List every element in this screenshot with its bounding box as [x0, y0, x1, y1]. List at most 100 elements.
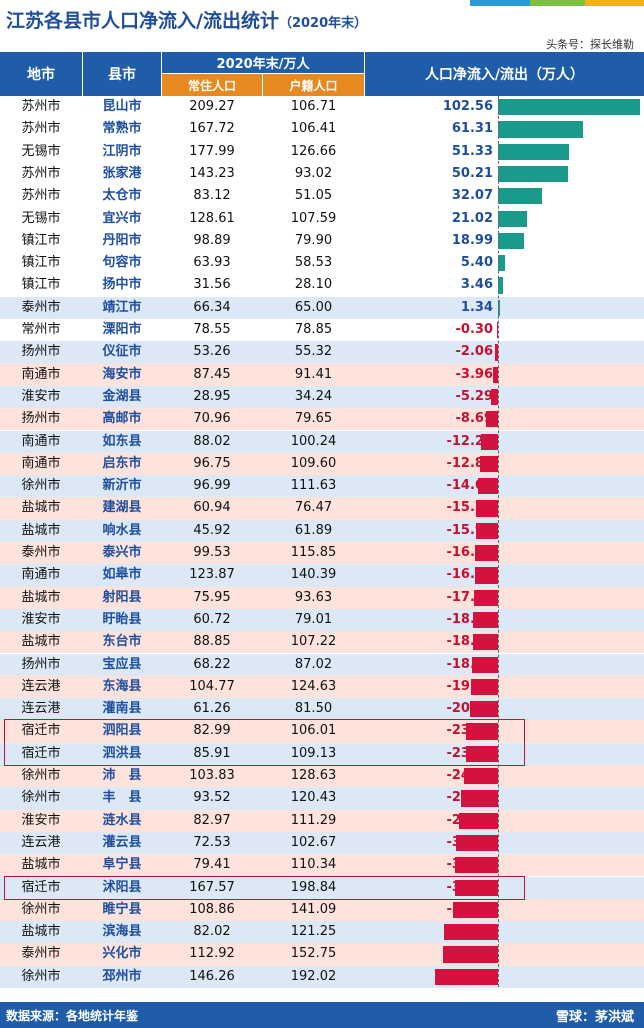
city-cell: 南通市 [21, 567, 61, 583]
county-cell: 灌云县 [102, 834, 142, 850]
county-cell: 泰兴市 [102, 545, 142, 560]
net-bar [492, 366, 498, 383]
table-row: 苏州市 常熟市 167.72 106.41 61.31 [0, 118, 644, 142]
net-bar [454, 879, 498, 896]
net-value-label: -8.69 [455, 411, 493, 427]
county-cell: 江阴市 [102, 143, 142, 159]
net-value-label: -16.52 [446, 567, 493, 583]
header-county: 县市 [83, 52, 161, 96]
net-bar [456, 834, 498, 852]
registered-cell: 100.24 [290, 433, 337, 449]
county-cell: 涟水县 [102, 812, 142, 828]
county-cell: 泗阳县 [102, 723, 142, 739]
header-city: 地市 [0, 52, 82, 96]
registered-cell: 124.63 [290, 678, 337, 694]
city-cell: 无锡市 [21, 210, 61, 226]
registered-cell: 34.24 [294, 388, 333, 404]
registered-cell: 198.84 [290, 879, 337, 895]
city-cell: 镇江市 [21, 232, 61, 248]
highlight-box [4, 719, 525, 766]
table-row: 扬州市 高邮市 70.96 79.65 -8.69 [0, 408, 644, 432]
net-value-label: 102.56 [442, 99, 493, 114]
net-value-label: 50.21 [451, 165, 493, 181]
registered-cell: 120.43 [290, 790, 337, 806]
author-credit: 头条号：探长维勒 [546, 38, 634, 51]
resident-cell: 79.41 [193, 857, 231, 873]
net-bar [477, 478, 498, 495]
resident-cell: 82.97 [193, 812, 231, 828]
table-row: 盐城市 东台市 88.85 107.22 -18.37 [0, 631, 644, 655]
county-cell: 宜兴市 [102, 210, 142, 226]
net-value-label: 3.46 [460, 277, 493, 293]
resident-cell: 167.57 [189, 879, 235, 895]
registered-cell: 61.89 [294, 522, 333, 538]
net-bar [472, 611, 498, 629]
resident-cell: 209.27 [189, 99, 235, 114]
net-bar [495, 344, 498, 361]
registered-cell: 93.63 [294, 589, 333, 605]
county-cell: 扬中市 [102, 277, 142, 293]
resident-cell: 123.87 [189, 567, 235, 583]
net-bar [455, 857, 498, 874]
county-cell: 滨海县 [102, 924, 142, 940]
county-cell: 沭阳县 [102, 879, 142, 895]
city-cell: 常州市 [21, 322, 61, 337]
net-bar [472, 634, 498, 651]
resident-cell: 68.22 [193, 656, 231, 672]
city-cell: 苏州市 [21, 165, 61, 181]
net-value-label: 18.99 [451, 232, 493, 248]
city-cell: 连云港 [21, 834, 61, 850]
resident-cell: 83.12 [193, 188, 231, 204]
resident-cell: 85.91 [193, 745, 231, 761]
table-row: 扬州市 宝应县 68.22 87.02 -18.80 [0, 653, 644, 677]
city-cell: 扬州市 [21, 411, 61, 427]
net-value-label: -3.96 [455, 366, 493, 382]
resident-cell: 60.72 [193, 611, 231, 627]
county-cell: 高邮市 [102, 411, 142, 427]
net-value-label: 32.07 [451, 188, 493, 204]
table-row: 镇江市 扬中市 31.56 28.10 3.46 [0, 274, 644, 298]
table-row: 南通市 如东县 88.02 100.24 -12.22 [0, 430, 644, 454]
county-cell: 灌南县 [102, 701, 142, 717]
resident-cell: 28.95 [193, 388, 231, 404]
resident-cell: 93.52 [193, 790, 231, 806]
watermark-text: 雪球：茅洪斌 [555, 1010, 634, 1025]
city-cell: 淮安市 [21, 812, 61, 828]
registered-cell: 81.50 [294, 701, 333, 717]
net-bar [453, 901, 498, 919]
resident-cell: 104.77 [189, 678, 235, 694]
footer-bar: 数据来源：各地统计年鉴 雪球：茅洪斌 [0, 1002, 644, 1028]
county-cell: 溧阳市 [102, 322, 142, 337]
registered-cell: 152.75 [290, 946, 337, 962]
resident-cell: 98.89 [193, 232, 231, 248]
registered-cell: 115.85 [290, 545, 337, 560]
net-bar [497, 322, 498, 339]
table-row: 南通市 海安市 87.45 91.41 -3.96 [0, 363, 644, 387]
city-cell: 泰州市 [21, 946, 61, 962]
registered-cell: 51.05 [294, 188, 333, 204]
net-bar [465, 745, 498, 762]
resident-cell: 99.53 [193, 545, 231, 560]
city-cell: 盐城市 [21, 634, 61, 650]
title-text: 江苏各县市人口净流入/流出统计 [6, 10, 279, 32]
city-cell: 盐城市 [21, 857, 61, 873]
city-cell: 徐州市 [21, 901, 61, 917]
city-cell: 淮安市 [21, 611, 61, 627]
registered-cell: 141.09 [290, 901, 337, 917]
resident-cell: 88.02 [193, 433, 231, 449]
table-row: 泰州市 泰兴市 99.53 115.85 -16.32 [0, 542, 644, 566]
table-row: 苏州市 太仓市 83.12 51.05 32.07 [0, 185, 644, 209]
county-cell: 响水县 [102, 522, 142, 538]
registered-cell: 107.59 [290, 210, 337, 226]
net-bar [498, 232, 525, 250]
resident-cell: 72.53 [193, 834, 231, 850]
table-row: 盐城市 射阳县 75.95 93.63 -17.68 [0, 586, 644, 610]
net-bar [481, 433, 498, 450]
net-bar [498, 121, 583, 138]
